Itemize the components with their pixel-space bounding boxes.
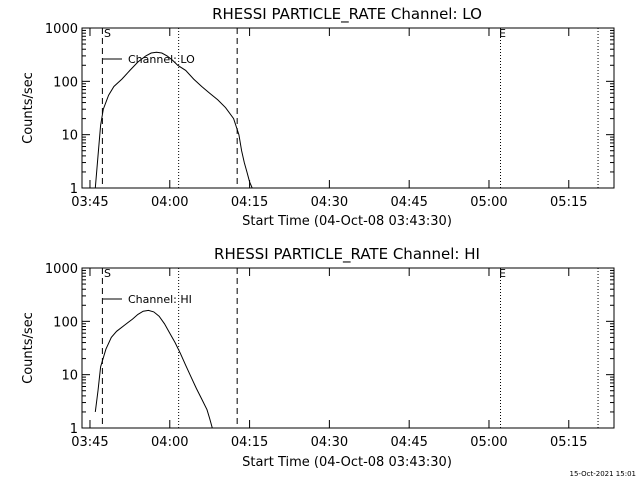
- end-marker-label: E: [499, 267, 506, 280]
- y-tick-label: 1: [70, 182, 78, 197]
- start-marker-label: S: [104, 267, 111, 280]
- x-tick-label: 04:30: [311, 195, 348, 210]
- timestamp: 15-Oct-2021 15:01: [570, 470, 636, 478]
- x-tick-marks: [89, 268, 570, 428]
- x-axis-label: Start Time (04-Oct-08 03:43:30): [242, 214, 452, 229]
- chart-panel-hi: RHESSI PARTICLE_RATE Channel: HI 03:45 04…: [21, 245, 615, 470]
- chart-panel-lo: RHESSI PARTICLE_RATE Channel: LO 03:45 04…: [21, 5, 615, 229]
- x-tick-label: 04:30: [311, 435, 348, 450]
- legend-label: Channel: HI: [128, 293, 192, 306]
- y-tick-marks: [82, 27, 614, 189]
- x-tick-label: 04:45: [390, 435, 427, 450]
- x-tick-label: 03:45: [71, 435, 108, 450]
- plot-frame: [81, 267, 615, 429]
- x-axis-label: Start Time (04-Oct-08 03:43:30): [242, 455, 452, 470]
- y-tick-label: 1: [70, 422, 78, 437]
- y-tick-label: 10: [61, 129, 78, 144]
- x-tick-label: 04:45: [390, 195, 427, 210]
- series-line-lo: [94, 51, 253, 189]
- x-tick-marks: [89, 28, 570, 188]
- x-tick-label: 04:00: [151, 435, 188, 450]
- marker-lines: [101, 268, 599, 428]
- x-tick-label: 04:00: [151, 195, 188, 210]
- series-line-hi: [94, 309, 213, 429]
- y-tick-label: 100: [53, 315, 78, 330]
- y-tick-labels: 1 10 100 1000: [45, 22, 78, 197]
- chart-title: RHESSI PARTICLE_RATE Channel: LO: [212, 5, 482, 24]
- x-tick-label: 03:45: [71, 195, 108, 210]
- x-tick-label: 05:00: [470, 435, 507, 450]
- y-axis-label: Counts/sec: [21, 72, 36, 144]
- x-tick-label: 05:15: [550, 435, 587, 450]
- plot-frame: [81, 27, 615, 189]
- x-tick-labels: 03:45 04:00 04:15 04:30 04:45 05:00 05:15: [71, 195, 587, 210]
- x-tick-label: 04:15: [231, 195, 268, 210]
- y-tick-marks: [82, 267, 614, 429]
- y-axis-label: Counts/sec: [21, 312, 36, 384]
- y-tick-labels: 1 10 100 1000: [45, 262, 78, 437]
- y-tick-label: 1000: [45, 22, 78, 37]
- start-marker-label: S: [104, 27, 111, 40]
- x-tick-label: 05:00: [470, 195, 507, 210]
- y-tick-label: 100: [53, 75, 78, 90]
- legend-label: Channel: LO: [128, 53, 195, 66]
- x-tick-label: 04:15: [231, 435, 268, 450]
- y-tick-label: 10: [61, 369, 78, 384]
- x-tick-label: 05:15: [550, 195, 587, 210]
- chart-title: RHESSI PARTICLE_RATE Channel: HI: [214, 245, 480, 264]
- marker-lines: [101, 28, 599, 188]
- end-marker-label: E: [499, 27, 506, 40]
- y-tick-label: 1000: [45, 262, 78, 277]
- x-tick-labels: 03:45 04:00 04:15 04:30 04:45 05:00 05:15: [71, 435, 587, 450]
